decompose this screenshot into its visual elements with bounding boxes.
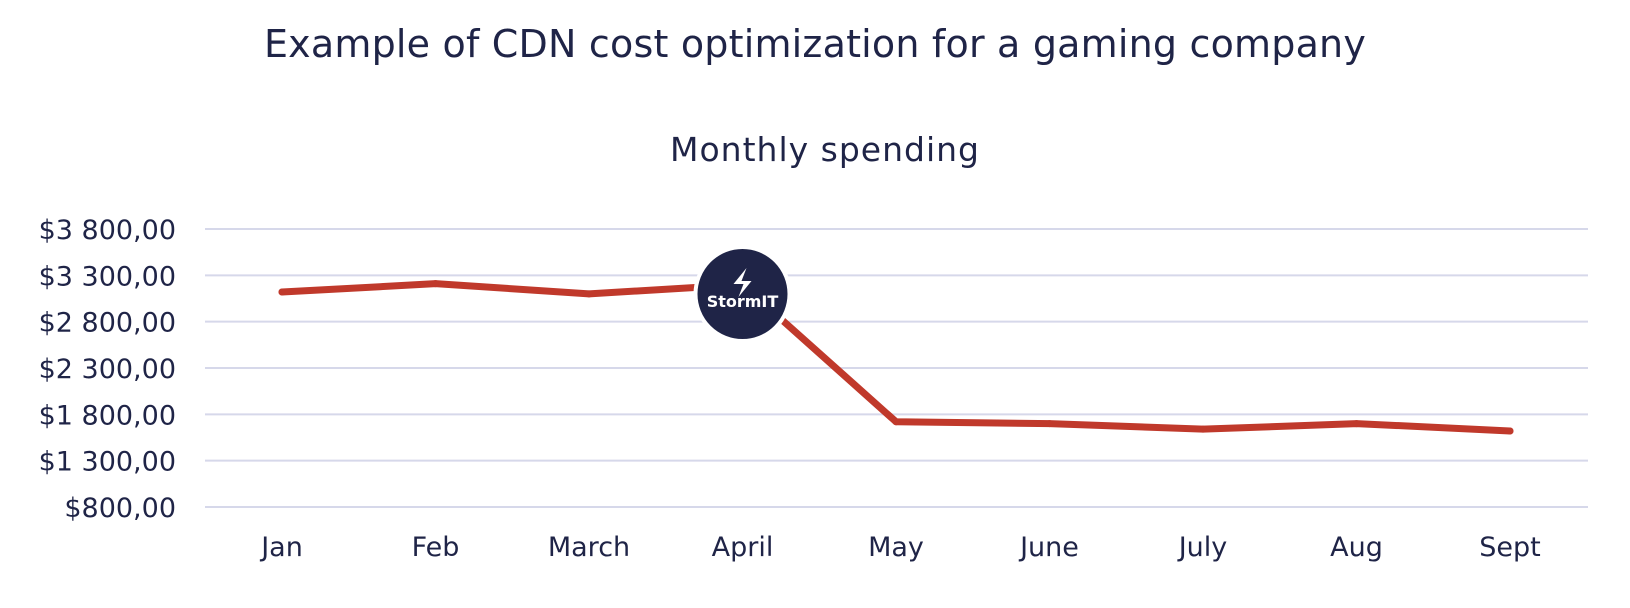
- x-tick-label: April: [712, 532, 774, 563]
- data-point: [1353, 420, 1360, 428]
- data-point: [1506, 427, 1514, 435]
- data-point: [1046, 420, 1053, 428]
- y-tick-label: $800,00: [64, 493, 176, 524]
- y-tick-label: $2 300,00: [39, 354, 176, 385]
- y-tick-label: $1 800,00: [39, 400, 176, 431]
- data-point: [278, 288, 286, 296]
- logo-text: StormIT: [707, 292, 779, 311]
- x-tick-label: June: [1018, 532, 1079, 563]
- x-tick-label: Feb: [412, 532, 460, 563]
- x-tick-label: Aug: [1330, 532, 1383, 563]
- data-point: [1199, 425, 1207, 433]
- chart-title: Monthly spending: [670, 130, 980, 169]
- y-tick-label: $2 800,00: [39, 308, 176, 339]
- data-point: [892, 418, 900, 426]
- data-point: [432, 280, 439, 288]
- x-tick-label: Sept: [1479, 532, 1540, 563]
- badge-circle: [693, 245, 792, 343]
- x-tick-label: July: [1177, 532, 1228, 563]
- x-tick-label: Jan: [259, 532, 303, 563]
- data-point: [585, 290, 593, 298]
- y-tick-label: $3 300,00: [39, 261, 176, 292]
- series-layer: [278, 280, 1514, 435]
- y-axis-tick-labels: $800,00 $1 300,00 $1 800,00 $2 300,00 $2 800…: [39, 215, 176, 524]
- series-line: [278, 280, 1514, 435]
- x-tick-label: March: [548, 532, 630, 563]
- y-tick-label: $3 800,00: [39, 215, 176, 246]
- x-axis-tick-labels: Jan Feb March April May June July Aug Sept: [259, 532, 1541, 563]
- stormit-badge: StormIT: [693, 245, 792, 343]
- y-tick-label: $1 300,00: [39, 447, 176, 478]
- x-tick-label: May: [868, 532, 924, 563]
- page-title: Example of CDN cost optimization for a g…: [263, 22, 1367, 66]
- gridlines: [205, 228, 1588, 508]
- lightning-bolt-icon: [733, 268, 752, 297]
